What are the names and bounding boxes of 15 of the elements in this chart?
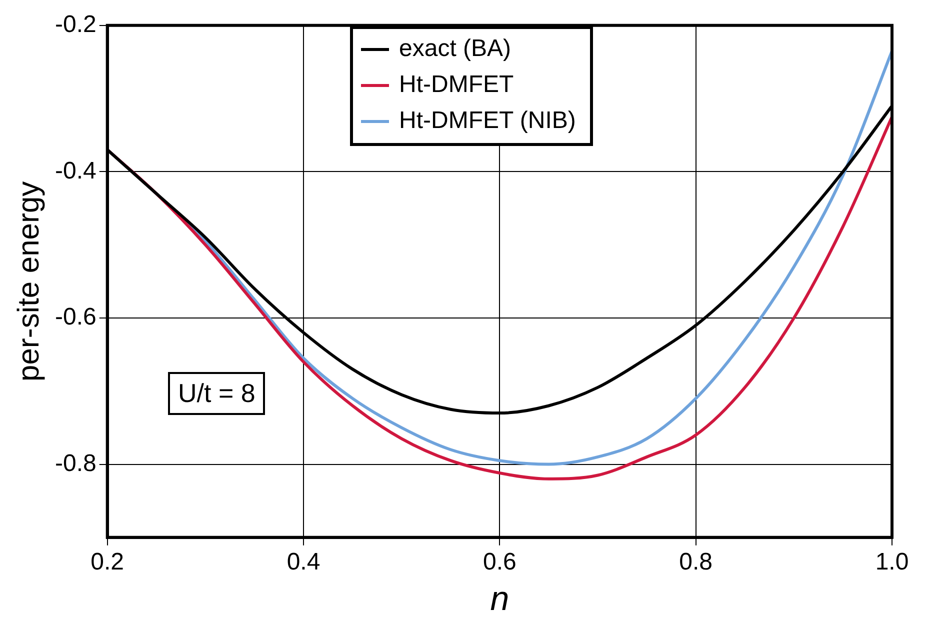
legend-label: exact (BA) — [399, 34, 512, 64]
y-axis-title: per-site energy — [12, 181, 46, 382]
x-axis-title: n — [490, 580, 510, 618]
x-tick-label: 0.6 — [482, 548, 516, 576]
x-tick-label: 0.4 — [286, 548, 320, 576]
y-tick-label: -0.2 — [54, 11, 96, 38]
legend-label: Ht-DMFET (NIB) — [399, 106, 576, 136]
y-tick-label: -0.4 — [54, 157, 96, 184]
legend-label: Ht-DMFET — [399, 70, 514, 100]
x-tick-label: 1.0 — [875, 548, 909, 576]
y-tick-label: -0.6 — [54, 304, 96, 331]
x-tick-label: 0.8 — [679, 548, 713, 576]
x-tick-label: 0.2 — [90, 548, 124, 576]
annotation: U/t = 8 — [168, 372, 266, 415]
y-tick-label: -0.8 — [54, 450, 96, 477]
